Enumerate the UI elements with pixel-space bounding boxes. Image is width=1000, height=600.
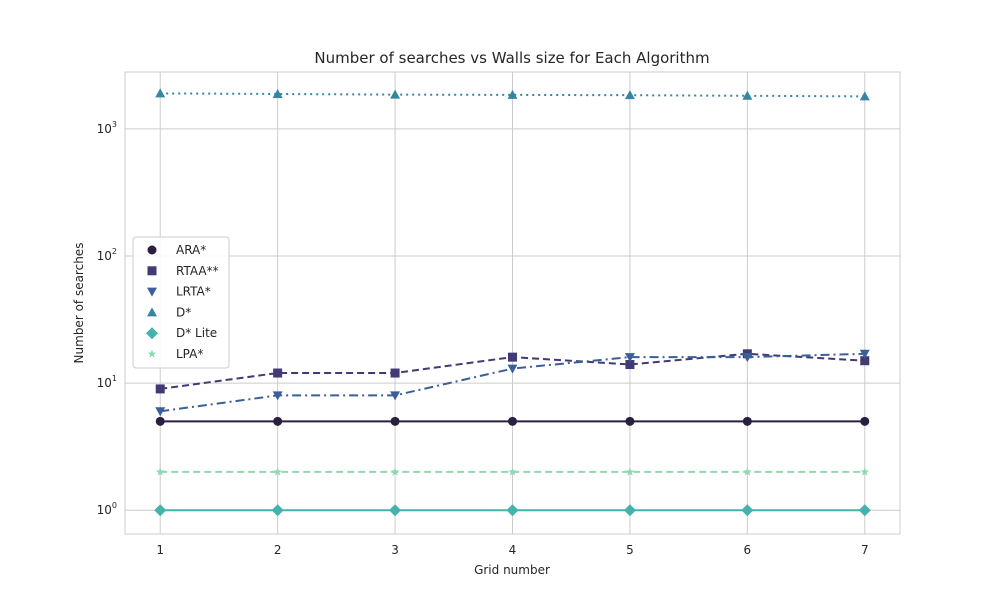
legend-marker — [147, 266, 157, 276]
grid-layer — [125, 72, 900, 534]
data-point — [390, 416, 400, 426]
legend-marker — [147, 245, 157, 255]
data-point — [742, 416, 752, 426]
data-point — [155, 416, 165, 426]
tick-layer: 1 2 3 4 5 6 7 100 101 102 103 — [97, 120, 869, 557]
data-point — [859, 349, 870, 359]
data-point — [273, 416, 283, 426]
legend-entry: D* — [147, 305, 191, 319]
y-axis-label: Number of searches — [72, 243, 86, 364]
data-point — [154, 504, 167, 517]
data-point — [390, 368, 400, 378]
data-point — [390, 391, 401, 401]
data-point — [155, 407, 166, 417]
data-point — [507, 364, 518, 374]
data-point — [741, 504, 754, 517]
data-point — [624, 90, 635, 100]
data-point — [860, 467, 870, 476]
data-point — [508, 352, 517, 362]
legend-label: RTAA** — [176, 264, 219, 278]
data-point — [508, 467, 517, 476]
series-D* Lite — [154, 504, 871, 517]
data-point — [743, 467, 752, 476]
data-point — [625, 467, 635, 476]
data-point — [389, 504, 402, 517]
data-point — [742, 353, 753, 363]
data-point — [742, 90, 753, 100]
legend-entry: LRTA* — [147, 285, 211, 299]
legend-marker — [147, 307, 157, 317]
legend: ARA* RTAA** LRTA* D* D* Lite LPA* — [132, 236, 230, 369]
series-LPA* — [155, 467, 870, 476]
data-point — [860, 416, 870, 426]
data-point — [155, 88, 166, 98]
legend-label: LPA* — [176, 347, 203, 361]
legend-marker — [146, 327, 158, 340]
series-ARA* — [155, 416, 870, 426]
data-point — [155, 384, 165, 394]
data-point — [625, 416, 635, 426]
legend-entry: ARA* — [147, 243, 206, 257]
x-tick-label: 6 — [744, 543, 752, 557]
data-point — [271, 504, 284, 517]
y-tick-label: 102 — [97, 247, 117, 263]
legend-marker — [147, 349, 157, 358]
data-point — [506, 504, 519, 517]
legend-label: LRTA* — [176, 285, 211, 299]
legend-entry: RTAA** — [147, 264, 219, 278]
legend-label: D* Lite — [176, 326, 217, 340]
legend-label: D* — [176, 305, 191, 319]
x-tick-label: 2 — [274, 543, 282, 557]
series-D* — [155, 88, 870, 101]
x-tick-label: 4 — [509, 543, 517, 557]
data-point — [272, 391, 283, 401]
y-tick-label: 103 — [97, 120, 117, 136]
x-tick-label: 7 — [861, 543, 869, 557]
legend-entry: D* Lite — [146, 326, 217, 340]
data-point — [507, 89, 518, 99]
legend-marker — [147, 287, 157, 297]
x-tick-label: 3 — [391, 543, 399, 557]
data-point — [859, 91, 870, 101]
x-axis-label: Grid number — [474, 563, 550, 577]
series-layer — [154, 88, 871, 517]
data-point — [860, 356, 870, 366]
data-point — [623, 504, 636, 517]
y-tick-label: 100 — [97, 501, 117, 517]
series-LRTA* — [155, 349, 870, 417]
x-tick-label: 1 — [156, 543, 164, 557]
data-point — [155, 467, 165, 476]
data-point — [273, 368, 283, 378]
data-point — [390, 467, 400, 476]
legend-entry: LPA* — [147, 347, 203, 361]
data-point — [858, 504, 871, 517]
data-point — [390, 89, 401, 99]
data-point — [625, 360, 635, 370]
legend-label: ARA* — [176, 243, 206, 257]
data-point — [272, 88, 283, 98]
chart-title: Number of searches vs Walls size for Eac… — [314, 49, 709, 67]
x-tick-label: 5 — [626, 543, 634, 557]
data-point — [273, 467, 282, 476]
data-point — [624, 353, 635, 363]
data-point — [508, 416, 517, 426]
y-tick-label: 101 — [97, 374, 117, 390]
legend-frame — [132, 236, 230, 369]
